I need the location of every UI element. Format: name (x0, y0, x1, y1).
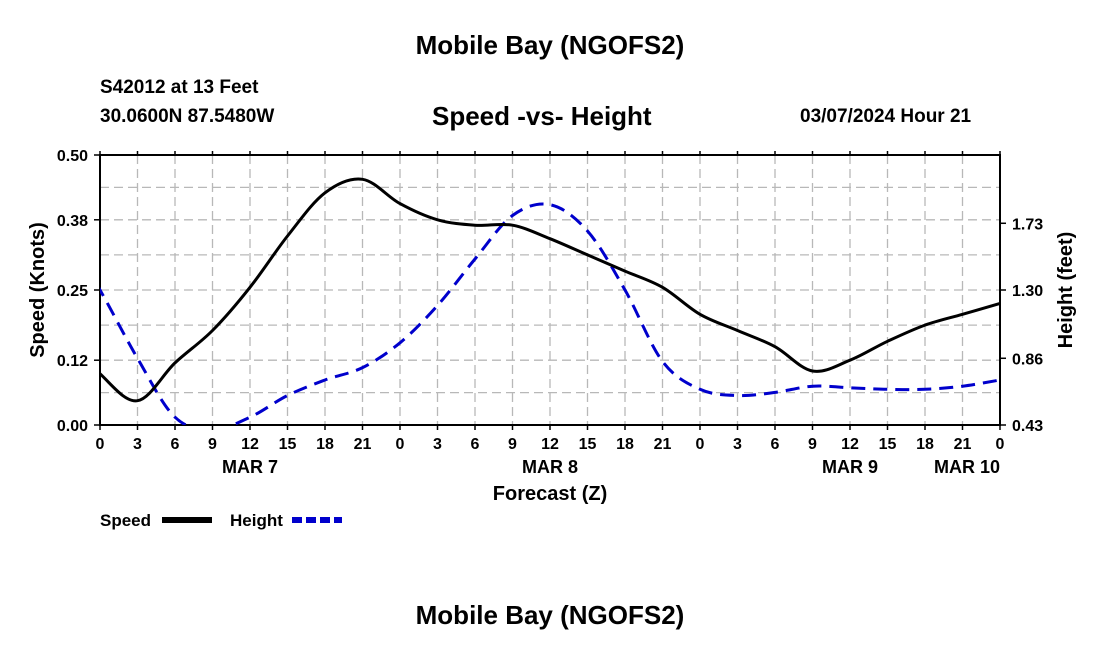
legend-label-height: Height (230, 511, 283, 530)
y-left-tick-label: 0.38 (57, 213, 88, 230)
x-tick-label: 3 (433, 436, 442, 453)
x-axis-label: Forecast (Z) (493, 483, 607, 505)
y-left-axis-label: Speed (Knots) (27, 222, 49, 358)
y-left-tick-label: 0.00 (57, 418, 88, 435)
x-tick-label: 6 (171, 436, 180, 453)
station-label: S42012 at 13 Feet (100, 77, 259, 98)
date-label: MAR 9 (822, 457, 878, 477)
x-tick-label: 0 (696, 436, 705, 453)
x-tick-label: 12 (241, 436, 259, 453)
coordinates-label: 30.0600N 87.5480W (100, 106, 275, 127)
y-right-tick-label: 0.43 (1012, 418, 1043, 435)
y-left-tick-label: 0.25 (57, 283, 88, 300)
x-tick-label: 0 (396, 436, 405, 453)
series-line-speed (100, 177, 1000, 403)
y-left-tick-label: 0.12 (57, 353, 88, 370)
x-tick-label: 18 (916, 436, 934, 453)
x-tick-label: 3 (133, 436, 142, 453)
legend-label-speed: Speed (100, 511, 151, 530)
x-tick-label: 15 (279, 436, 297, 453)
x-tick-label: 15 (879, 436, 897, 453)
series-line-height (100, 202, 1000, 425)
chart-subtitle: Speed -vs- Height (432, 101, 652, 131)
x-tick-label: 9 (508, 436, 517, 453)
x-tick-label: 3 (733, 436, 742, 453)
x-tick-label: 6 (771, 436, 780, 453)
date-label: MAR 7 (222, 457, 278, 477)
y-right-tick-label: 1.30 (1012, 283, 1043, 300)
x-tick-label: 6 (471, 436, 480, 453)
x-tick-label: 9 (208, 436, 217, 453)
x-tick-label: 9 (808, 436, 817, 453)
date-label: MAR 8 (522, 457, 578, 477)
chart-title: Mobile Bay (NGOFS2) (415, 30, 685, 60)
x-tick-label: 21 (354, 436, 372, 453)
x-tick-label: 18 (616, 436, 634, 453)
forecast-datetime: 03/07/2024 Hour 21 (800, 106, 972, 127)
x-tick-label: 18 (316, 436, 334, 453)
x-tick-label: 21 (954, 436, 972, 453)
footer-title: Mobile Bay (NGOFS2) (415, 600, 685, 630)
y-right-tick-label: 1.73 (1012, 216, 1043, 233)
y-right-tick-label: 0.86 (1012, 351, 1043, 368)
x-tick-label: 12 (841, 436, 859, 453)
x-tick-label: 0 (96, 436, 105, 453)
date-label: MAR 10 (934, 457, 1000, 477)
x-tick-label: 12 (541, 436, 559, 453)
y-right-axis-label: Height (feet) (1055, 232, 1077, 349)
y-left-tick-label: 0.50 (57, 148, 88, 165)
x-tick-label: 15 (579, 436, 597, 453)
x-tick-label: 21 (654, 436, 672, 453)
x-tick-label: 0 (996, 436, 1005, 453)
